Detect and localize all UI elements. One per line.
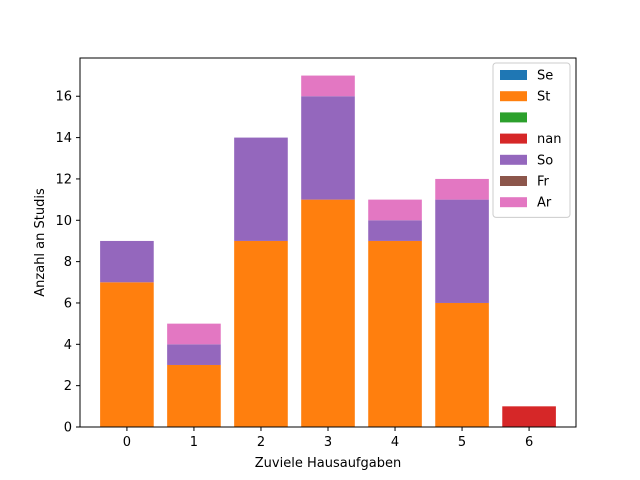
legend: Se St nan So Fr Ar bbox=[492, 62, 571, 218]
y-tick-label: 8 bbox=[64, 255, 72, 270]
bars-layer bbox=[100, 75, 556, 427]
legend-swatch bbox=[500, 176, 527, 186]
x-tick-label: 2 bbox=[257, 435, 265, 450]
bar-segment-series-3-cat-6 bbox=[502, 406, 556, 427]
bar-segment-series-6-cat-1 bbox=[167, 323, 221, 345]
bar-segment-series-4-cat-3 bbox=[301, 96, 355, 200]
y-tick-label: 14 bbox=[55, 131, 72, 146]
bar-segment-series-4-cat-1 bbox=[167, 344, 221, 365]
y-tick-label: 6 bbox=[64, 296, 72, 311]
x-axis-label: Zuviele Hausaufgaben bbox=[255, 456, 401, 471]
legend-swatch bbox=[500, 91, 527, 102]
legend-label: So bbox=[537, 153, 553, 168]
bar-segment-series-4-cat-0 bbox=[100, 240, 154, 283]
bar-segment-series-1-cat-5 bbox=[435, 302, 489, 427]
bar-segment-series-6-cat-5 bbox=[435, 178, 489, 200]
legend-swatch bbox=[500, 133, 527, 144]
x-tick-label: 3 bbox=[324, 435, 332, 450]
y-axis-label: Anzahl an Studis bbox=[33, 188, 48, 297]
legend-swatch bbox=[500, 197, 527, 208]
x-tick-label: 1 bbox=[190, 435, 198, 450]
y-tick-label: 10 bbox=[55, 214, 72, 229]
legend-swatch bbox=[500, 154, 527, 165]
x-tick-label: 6 bbox=[525, 435, 533, 450]
x-axis: 0 1 2 3 4 5 6 bbox=[123, 427, 533, 450]
x-tick-label: 4 bbox=[391, 435, 399, 450]
legend-label: Fr bbox=[537, 175, 550, 190]
bar-segment-series-6-cat-3 bbox=[301, 75, 355, 97]
y-tick-label: 0 bbox=[64, 421, 72, 436]
bar-segment-series-1-cat-4 bbox=[368, 240, 422, 427]
y-tick-label: 16 bbox=[55, 90, 72, 105]
y-axis: 0 2 4 6 8 10 12 14 16 bbox=[55, 90, 80, 436]
legend-label: nan bbox=[537, 132, 561, 147]
legend-label: Ar bbox=[537, 196, 552, 211]
y-tick-label: 2 bbox=[64, 379, 72, 394]
legend-swatch bbox=[500, 70, 527, 80]
bar-segment-series-4-cat-4 bbox=[368, 220, 422, 241]
bar-segment-series-1-cat-3 bbox=[301, 199, 355, 427]
bar-segment-series-4-cat-5 bbox=[435, 199, 489, 303]
legend-label: Se bbox=[537, 69, 553, 84]
y-tick-label: 4 bbox=[64, 338, 72, 353]
bar-segment-series-6-cat-4 bbox=[368, 199, 422, 221]
legend-label: St bbox=[537, 90, 550, 105]
legend-swatch bbox=[500, 112, 527, 123]
bar-segment-series-4-cat-2 bbox=[234, 137, 288, 241]
bar-segment-series-1-cat-0 bbox=[100, 282, 154, 427]
y-tick-label: 12 bbox=[55, 172, 72, 187]
x-tick-label: 5 bbox=[458, 435, 466, 450]
bar-segment-series-1-cat-2 bbox=[234, 240, 288, 427]
bar-segment-series-1-cat-1 bbox=[167, 364, 221, 427]
x-tick-label: 0 bbox=[123, 435, 131, 450]
